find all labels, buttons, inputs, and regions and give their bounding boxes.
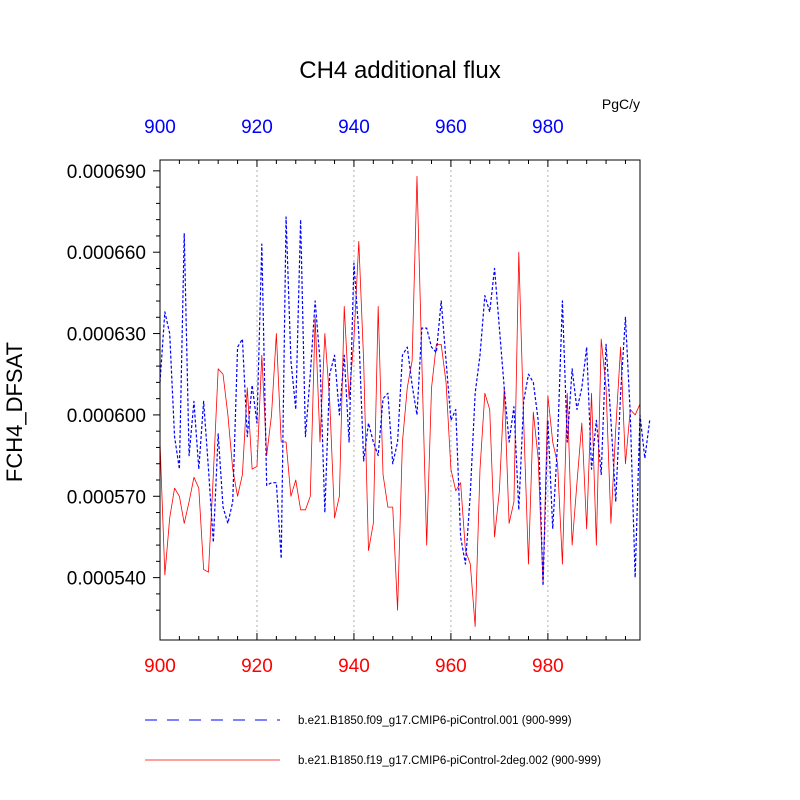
x-tick-label-top: 900 — [144, 117, 176, 138]
x-tick-label-bottom: 960 — [435, 656, 467, 677]
chart-title: CH4 additional flux — [299, 57, 500, 84]
y-tick-label: 0.000660 — [67, 243, 146, 264]
x-tick-label-bottom: 940 — [338, 656, 370, 677]
y-axis-label: FCH4_DFSAT — [2, 342, 27, 482]
y-tick-label: 0.000600 — [67, 406, 146, 427]
x-tick-label-top: 960 — [435, 117, 467, 138]
plot-frame — [159, 159, 641, 641]
series-line-red-solid — [159, 175, 641, 627]
x-tick-label-bottom: 980 — [532, 656, 564, 677]
x-tick-label-top: 980 — [532, 117, 564, 138]
y-tick-label: 0.000690 — [67, 162, 146, 183]
x-tick-label-top: 940 — [338, 117, 370, 138]
y-tick-label: 0.000540 — [67, 569, 146, 590]
series-layer — [159, 175, 651, 627]
x-tick-label-bottom: 900 — [144, 656, 176, 677]
units-label: PgC/y — [602, 96, 640, 112]
y-tick-label: 0.000570 — [67, 487, 146, 508]
legend-label: b.e21.B1850.f19_g17.CMIP6-piControl-2deg… — [298, 755, 601, 767]
x-tick-label-top: 920 — [241, 117, 273, 138]
x-tick-label-bottom: 920 — [241, 656, 273, 677]
series-line-blue-dashed — [159, 216, 651, 587]
axes: 900 900 920 920 940 940 960 960 980 980 0.000540 0.… — [67, 117, 626, 677]
y-tick-label: 0.000630 — [67, 325, 146, 346]
legend: b.e21.B1850.f09_g17.CMIP6-piControl.001 … — [145, 715, 601, 767]
legend-label: b.e21.B1850.f09_g17.CMIP6-piControl.001 … — [298, 715, 572, 727]
